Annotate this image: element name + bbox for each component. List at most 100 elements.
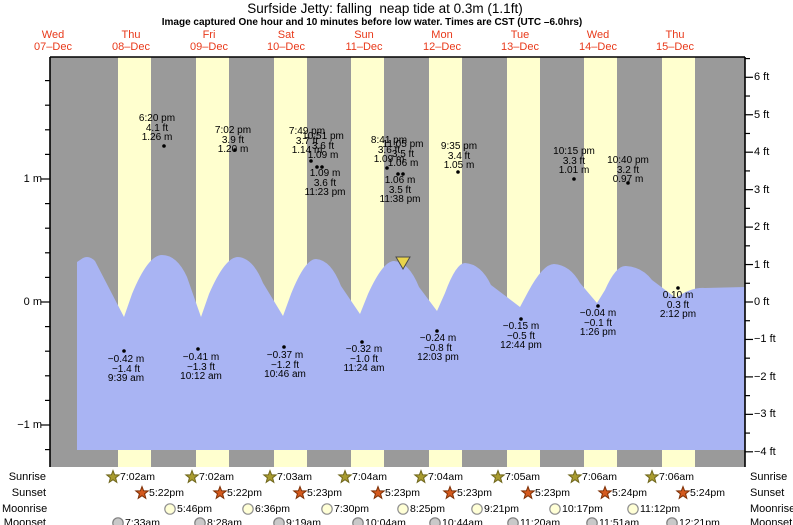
- low-tide-dot: [435, 329, 439, 333]
- high-tide-label-line: 7:49 pm: [288, 126, 326, 137]
- low-tide-label-line: 12:44 pm: [500, 340, 542, 351]
- low-tide-label: −0.37 m −1.2 ft 10:46 am: [264, 351, 306, 380]
- high-tide-label-line: 3.6 ft: [311, 140, 335, 152]
- high-tide-label-line: 3.3 ft: [562, 155, 586, 167]
- sunset-time: 5:23pm: [385, 487, 421, 499]
- right-axis-label: 5 ft: [754, 109, 770, 121]
- moonset-time: 10:04am: [365, 517, 406, 525]
- sunrise-icon: [413, 469, 429, 484]
- low-tide-label: −0.24 m −0.8 ft 12:03 pm: [417, 334, 459, 363]
- high-tide-label: 11:05 pm 3.5 ft 1.06 m: [383, 140, 424, 169]
- high-tide-label-line: 3.2 ft: [616, 164, 640, 176]
- legend-label-moonset-right: Moonset: [750, 517, 793, 525]
- sunrise-time: 7:02am: [199, 471, 235, 483]
- sunset-icon: [134, 485, 150, 500]
- right-axis-label: −4 ft: [754, 446, 776, 458]
- sunset-icon: [292, 485, 308, 500]
- low-tide-label-line: −0.41 m: [182, 352, 220, 363]
- day-name: Fri: [202, 29, 216, 41]
- moonset-icon: [507, 517, 519, 525]
- high-tide-label-line: 1.14 m: [291, 145, 323, 156]
- moonrise-time: 9:21pm: [484, 503, 520, 515]
- high-tide-label-line: 1.01 m: [558, 165, 590, 176]
- high-tide-label-line: 3.6 ft: [313, 177, 337, 189]
- sunset-icon: [597, 485, 613, 500]
- low-tide-label-line: 2:12 pm: [659, 309, 697, 320]
- moonset-time: 9:19am: [286, 517, 322, 525]
- low-tide-label: −0.32 m −1.0 ft 11:24 am: [344, 345, 385, 374]
- sunrise-time: 7:04am: [428, 471, 464, 483]
- high-tide-label-line: 8:41 pm: [370, 135, 408, 146]
- moonset-icon: [666, 517, 678, 525]
- high-tide-dot: [396, 172, 400, 176]
- low-tide-label-line: 12:03 pm: [417, 352, 459, 363]
- high-tide-label-line: 3.5 ft: [391, 148, 415, 160]
- low-tide-label-line: −0.1 ft: [583, 317, 613, 329]
- sunrise-time: 7:04am: [352, 471, 388, 483]
- legend-label-moonrise-right: Moonrise: [750, 503, 793, 515]
- low-tide-label-line: −0.42 m: [107, 354, 145, 365]
- high-tide-dot: [385, 166, 389, 170]
- sunrise-time: 7:06am: [659, 471, 695, 483]
- low-tide-dot: [122, 349, 126, 353]
- day-label: Sat 10–Dec: [267, 29, 305, 53]
- high-tide-label-line: 3.7 ft: [295, 135, 319, 147]
- high-tide-label-line: 1.20 m: [217, 144, 249, 155]
- right-axis-label: 6 ft: [754, 71, 770, 83]
- current-level-marker-icon: [395, 256, 411, 270]
- right-axis-label: −2 ft: [754, 371, 776, 383]
- moonrise-icon: [242, 503, 254, 515]
- day-date: 10–Dec: [267, 41, 305, 53]
- left-axis-label: 0 m: [23, 296, 42, 308]
- low-tide-label: −0.42 m −1.4 ft 9:39 am: [108, 355, 144, 384]
- high-tide-label-line: 1.09 m: [373, 154, 405, 165]
- low-tide-label: −0.15 m −0.5 ft 12:44 pm: [500, 322, 542, 351]
- low-tide-label-line: −0.8 ft: [423, 342, 453, 354]
- right-axis-label: −1 ft: [754, 333, 776, 345]
- day-date: 08–Dec: [112, 41, 150, 53]
- high-tide-label: 7:49 pm 3.7 ft 1.14 m: [289, 127, 325, 156]
- right-axis-label: 0 ft: [754, 296, 770, 308]
- low-tide-label-line: 11:24 am: [343, 363, 385, 374]
- high-tide-dot: [162, 144, 166, 148]
- high-tide-label-line: 1.09 m: [307, 150, 339, 161]
- high-tide-label-line: 11:05 pm: [382, 139, 424, 150]
- low-tide-dot: [519, 317, 523, 321]
- low-tide-dot: [360, 340, 364, 344]
- day-label: Thu 08–Dec: [112, 29, 150, 53]
- low-tide-label-line: −0.04 m: [579, 308, 617, 319]
- water-area: [77, 255, 745, 450]
- day-label: Wed 07–Dec: [34, 29, 72, 53]
- high-tide-dot: [315, 165, 319, 169]
- moonset-icon: [112, 517, 124, 525]
- high-tide-label-line: 0.97 m: [612, 174, 644, 185]
- high-tide-label-line: 11:23 pm: [304, 187, 346, 198]
- moonrise-icon: [471, 503, 483, 515]
- moonrise-icon: [627, 503, 639, 515]
- moonset-time: 8:28am: [207, 517, 243, 525]
- day-date: 13–Dec: [501, 41, 539, 53]
- high-tide-label-line: 3.4 ft: [447, 150, 471, 162]
- sunrise-icon: [337, 469, 353, 484]
- right-axis-label: −3 ft: [754, 408, 776, 420]
- moonrise-time: 10:17pm: [562, 503, 603, 515]
- moonrise-time: 7:30pm: [334, 503, 370, 515]
- moonrise-icon: [549, 503, 561, 515]
- day-name: Wed: [586, 29, 610, 41]
- sunset-time: 5:22pm: [227, 487, 263, 499]
- legend-label-moonset: Moonset: [3, 517, 46, 525]
- sunrise-time: 7:06am: [582, 471, 618, 483]
- low-tide-dot: [676, 286, 680, 290]
- low-tide-dot: [596, 304, 600, 308]
- low-tide-label-line: 10:12 am: [180, 371, 222, 382]
- day-label: Sun 11–Dec: [345, 29, 382, 53]
- low-tide-label-line: −0.24 m: [419, 333, 457, 344]
- sunset-icon: [370, 485, 386, 500]
- high-tide-label-line: 1.06 m: [384, 175, 416, 186]
- sunrise-icon: [644, 469, 660, 484]
- high-tide-dot: [309, 159, 313, 163]
- sunset-time: 5:23pm: [535, 487, 571, 499]
- sunrise-time: 7:02am: [120, 471, 156, 483]
